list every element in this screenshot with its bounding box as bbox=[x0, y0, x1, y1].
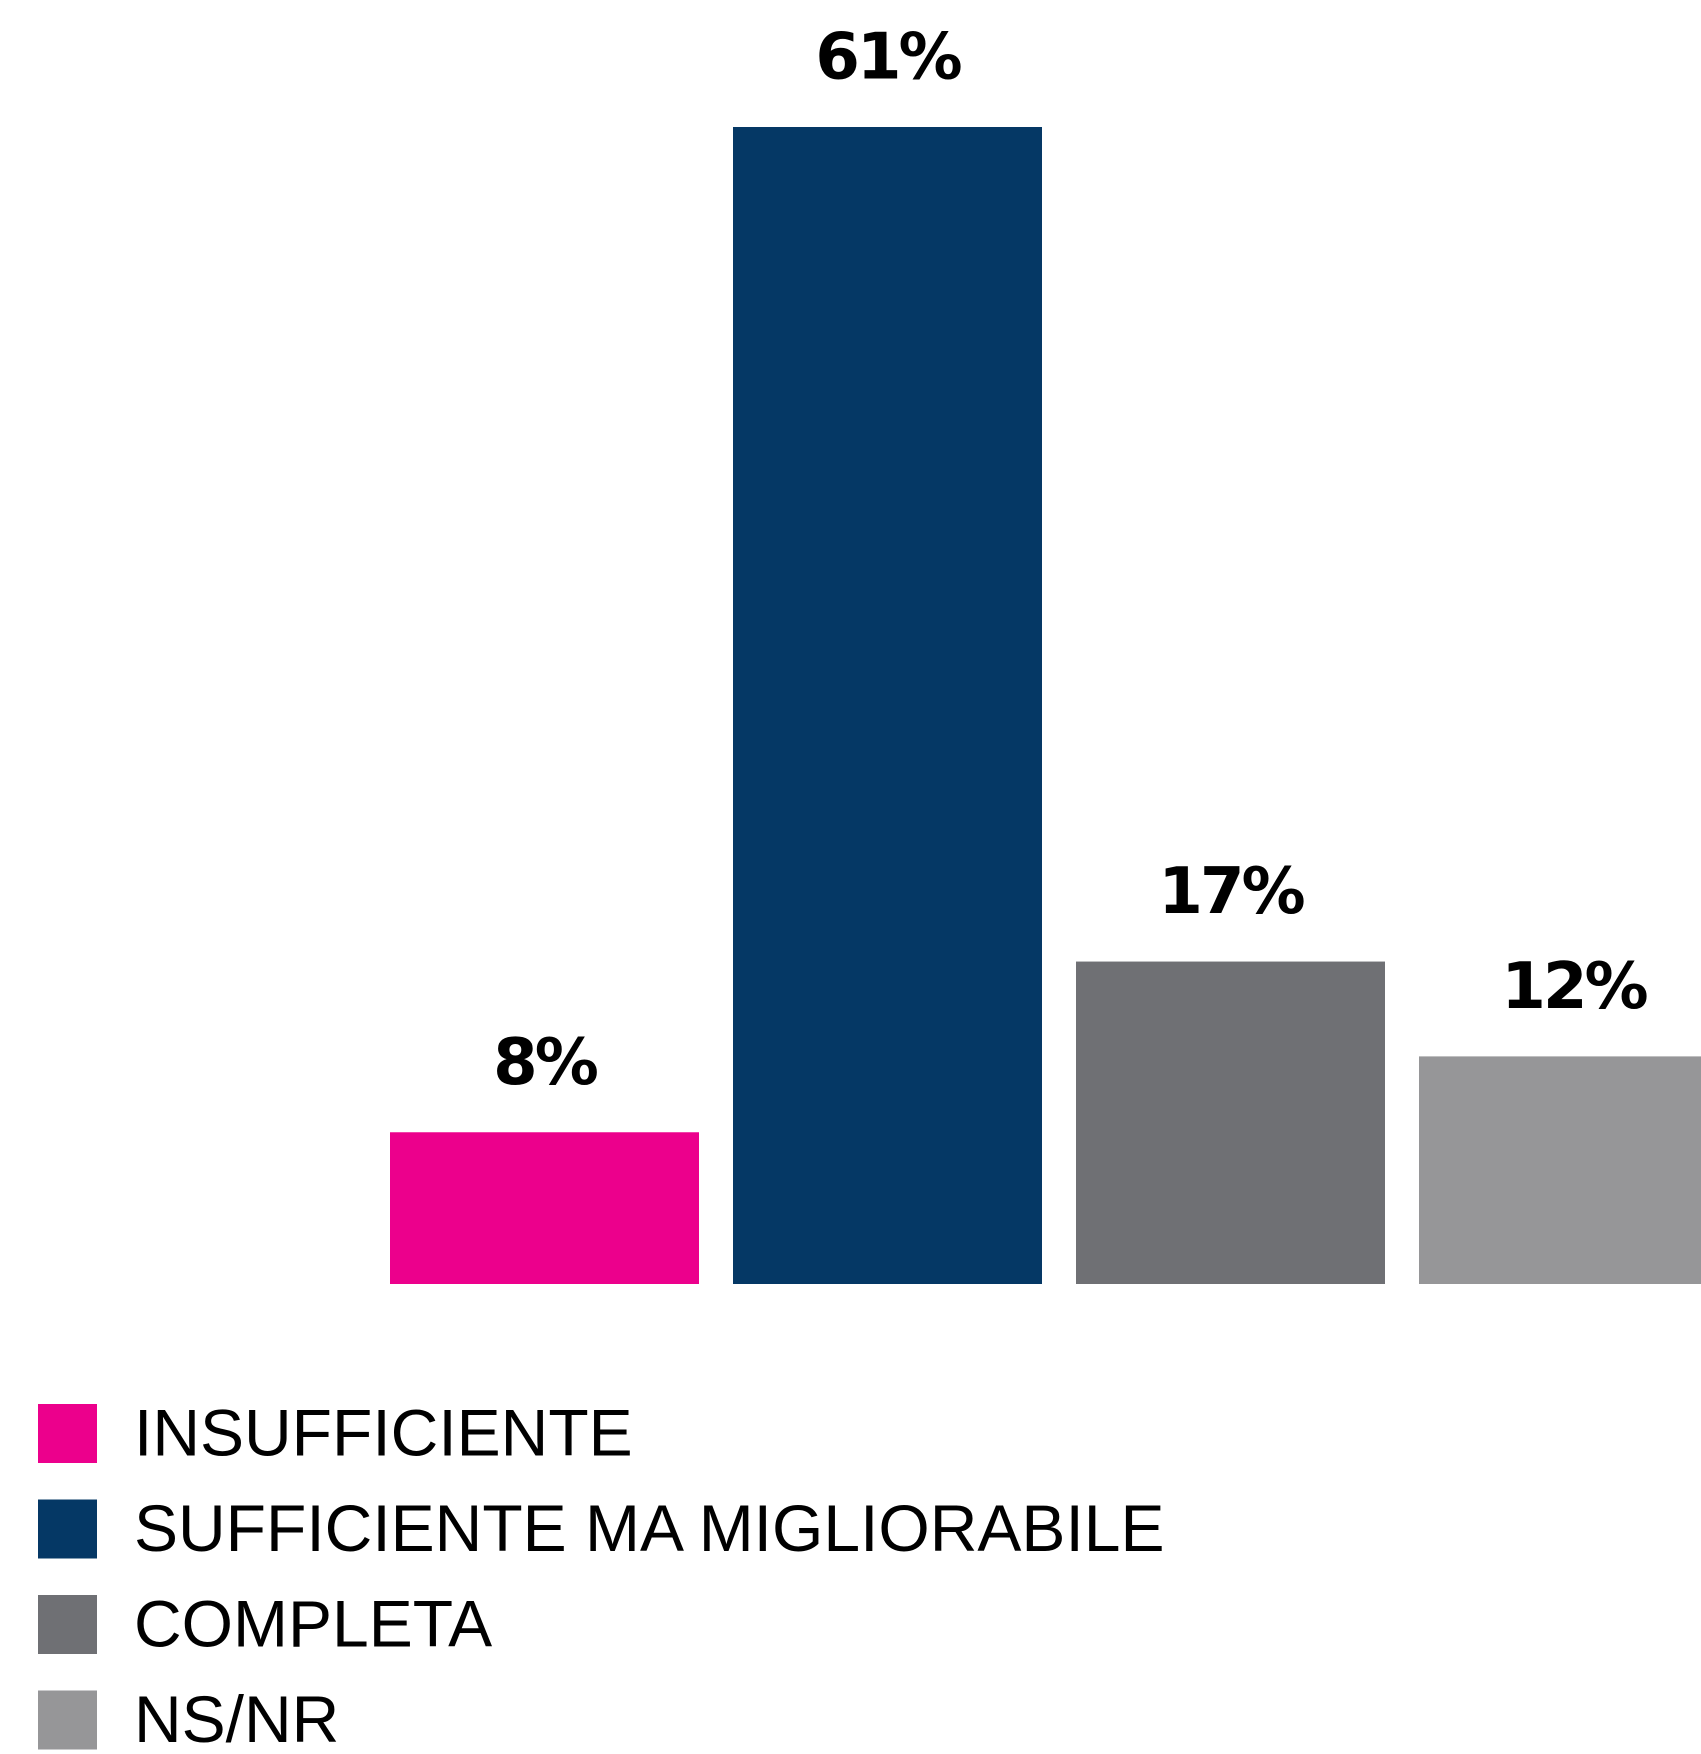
legend-swatch bbox=[38, 1499, 97, 1559]
legend-label: INSUFFICIENTE bbox=[134, 1395, 633, 1469]
value-label: 17% bbox=[1158, 855, 1304, 929]
value-label: 61% bbox=[815, 21, 961, 95]
bar bbox=[1419, 1056, 1701, 1284]
value-label: 12% bbox=[1501, 950, 1647, 1024]
legend-label: COMPLETA bbox=[134, 1586, 492, 1660]
legend-swatch bbox=[38, 1595, 97, 1654]
legend-label: SUFFICIENTE MA MIGLIORABILE bbox=[134, 1491, 1165, 1565]
bar bbox=[390, 1132, 699, 1284]
bar bbox=[1076, 961, 1385, 1284]
legend-swatch bbox=[38, 1690, 97, 1750]
value-label: 8% bbox=[493, 1026, 598, 1100]
bar bbox=[733, 127, 1042, 1284]
legend-swatch bbox=[38, 1404, 97, 1463]
legend-label: NS/NR bbox=[134, 1682, 339, 1754]
